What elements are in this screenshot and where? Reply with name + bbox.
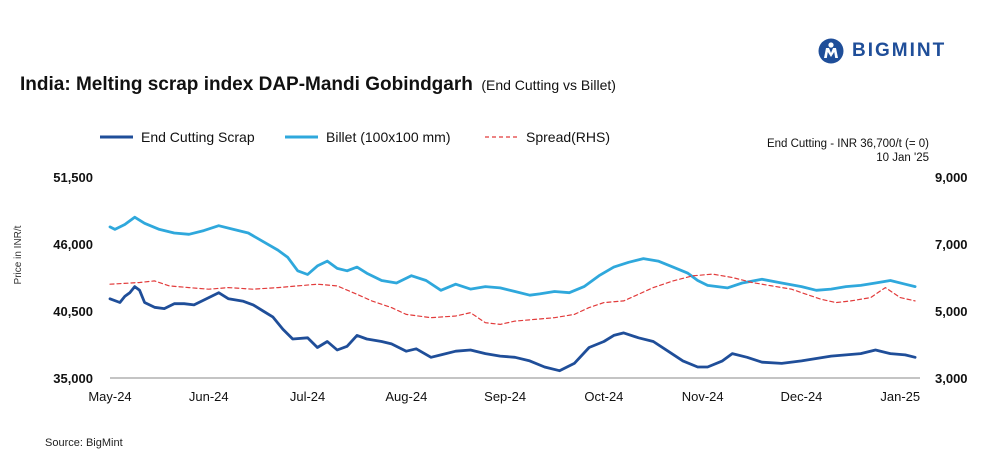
annotation-line-1: End Cutting - INR 36,700/t (= 0) xyxy=(767,138,929,150)
x-tick-label: Jan-25 xyxy=(880,389,920,404)
x-tick-label: Oct-24 xyxy=(584,389,623,404)
y-left-tick-label: 35,000 xyxy=(53,371,93,386)
bigmint-logo-icon xyxy=(818,38,844,64)
y-right-tick-label: 5,000 xyxy=(935,304,968,319)
legend-billet-label: Billet (100x100 mm) xyxy=(326,129,451,145)
x-tick-label: Aug-24 xyxy=(385,389,427,404)
x-tick-label: Sep-24 xyxy=(484,389,526,404)
title-main: India: Melting scrap index DAP-Mandi Gob… xyxy=(20,74,473,95)
source-note: Source: BigMint xyxy=(45,437,123,449)
title-subtitle: (End Cutting vs Billet) xyxy=(481,77,616,93)
x-tick-label: Dec-24 xyxy=(781,389,823,404)
y-left-tick-label: 46,000 xyxy=(53,237,93,252)
x-tick-label: Jul-24 xyxy=(290,389,325,404)
y-right-tick-label: 7,000 xyxy=(935,237,968,252)
series-line-end-cutting xyxy=(108,285,917,373)
y-right-tick-label: 3,000 xyxy=(935,371,968,386)
legend-spread-label: Spread(RHS) xyxy=(526,129,610,145)
annotation-line-2: 10 Jan '25 xyxy=(876,152,929,164)
x-tick-label: Nov-24 xyxy=(682,389,724,404)
chart-title: India: Melting scrap index DAP-Mandi Gob… xyxy=(20,74,616,96)
y-axis-label: Price in INR/t xyxy=(13,225,24,284)
logo-text: BIGMINT xyxy=(852,40,947,61)
x-tick-label: May-24 xyxy=(88,389,131,404)
series-line-spread xyxy=(109,273,916,325)
y-left-tick-label: 40,500 xyxy=(53,304,93,319)
series-line-billet xyxy=(108,215,917,297)
legend-end-cutting-label: End Cutting Scrap xyxy=(141,129,255,145)
x-tick-label: Jun-24 xyxy=(189,389,229,404)
y-left-tick-label: 51,500 xyxy=(53,170,93,185)
bigmint-logo: BIGMINT xyxy=(818,38,946,64)
y-right-tick-label: 9,000 xyxy=(935,170,968,185)
